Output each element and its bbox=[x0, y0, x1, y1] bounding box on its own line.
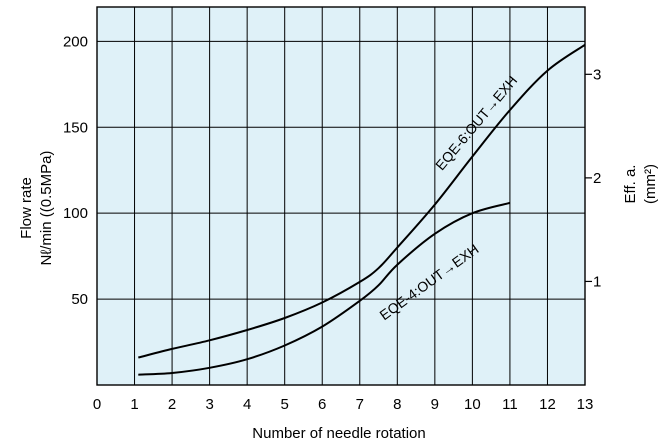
x-tick-label: 8 bbox=[393, 396, 401, 413]
series-lines bbox=[138, 43, 586, 376]
x-tick-label: 1 bbox=[130, 396, 138, 413]
x-tick-label: 9 bbox=[431, 396, 439, 413]
plot-background bbox=[97, 7, 585, 385]
y2-tick-label: 3 bbox=[593, 66, 601, 83]
y2-axis-title-line-2: (mm²) bbox=[642, 164, 659, 204]
x-axis-title: Number of needle rotation bbox=[252, 425, 425, 442]
y-tick-label: 150 bbox=[63, 119, 88, 136]
y-tick-label: 100 bbox=[63, 205, 88, 222]
x-tick-label: 2 bbox=[168, 396, 176, 413]
x-tick-label: 5 bbox=[281, 396, 289, 413]
y2-axis-title-line-1: Eff. a. bbox=[622, 165, 639, 204]
series-line-eqe6 bbox=[138, 43, 586, 359]
tick-marks bbox=[585, 73, 592, 283]
y2-tick-label: 1 bbox=[593, 273, 601, 290]
y-tick-label: 50 bbox=[71, 291, 88, 308]
plot-frame bbox=[96, 6, 586, 386]
x-tick-label: 13 bbox=[577, 396, 594, 413]
x-tick-label: 4 bbox=[243, 396, 251, 413]
y-tick-label: 200 bbox=[63, 33, 88, 50]
x-tick-label: 0 bbox=[93, 396, 101, 413]
y-axis-title-line-2: Nℓ/min ((0.5MPa) bbox=[38, 151, 55, 266]
x-tick-label: 12 bbox=[539, 396, 556, 413]
x-tick-label: 7 bbox=[356, 396, 364, 413]
x-tick-label: 11 bbox=[502, 396, 518, 413]
y2-tick-label: 2 bbox=[593, 170, 601, 187]
y-axis-title-line-1: Flow rate bbox=[18, 177, 35, 239]
x-tick-label: 3 bbox=[205, 396, 213, 413]
x-tick-label: 6 bbox=[318, 396, 326, 413]
x-tick-label: 10 bbox=[464, 396, 481, 413]
series-line-eqe4 bbox=[138, 201, 511, 376]
